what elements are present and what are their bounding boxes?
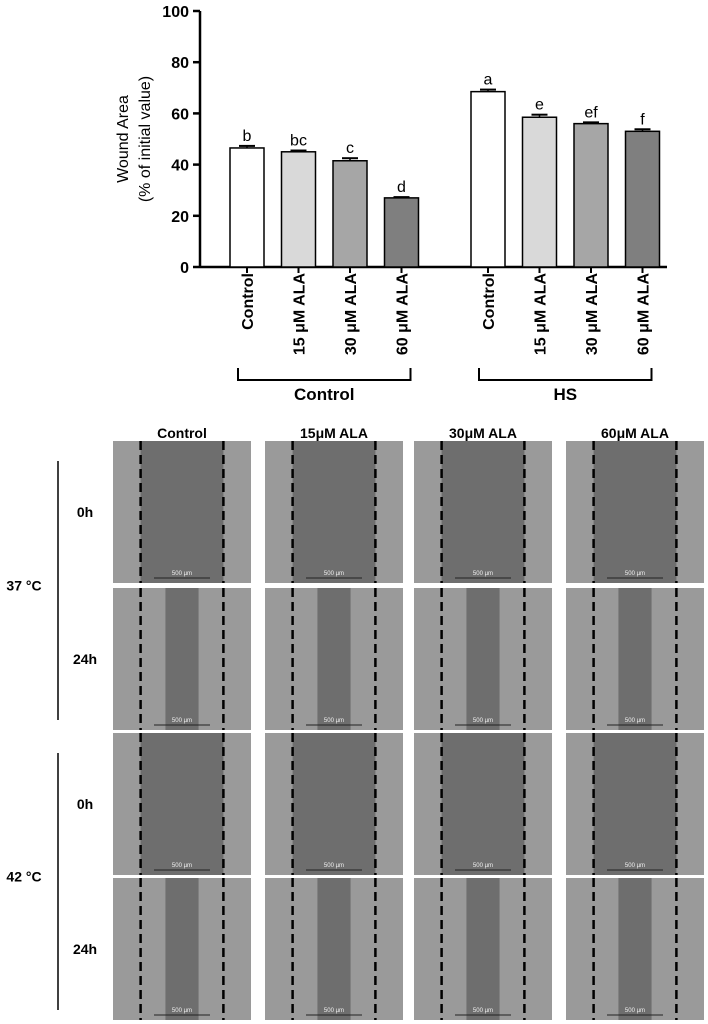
x-tick-label: 15 μM ALA <box>292 273 309 356</box>
scale-bar-label: 500 µm <box>473 863 493 869</box>
bar <box>624 130 661 268</box>
y-tick-label: 40 <box>171 158 189 175</box>
bar <box>573 122 609 268</box>
column-header: 15μM ALA <box>300 425 368 441</box>
scale-bar-label: 500 µm <box>324 1008 344 1014</box>
bar <box>383 197 420 268</box>
temperature-label: 37 °C <box>6 578 41 594</box>
significance-letter: b <box>243 128 252 145</box>
time-label: 0h <box>77 504 93 520</box>
y-tick-label: 100 <box>162 4 189 21</box>
y-axis-label: Wound Area <box>115 95 132 183</box>
micrograph-wound <box>441 441 525 583</box>
group-label: Control <box>294 385 354 404</box>
x-tick-label: 15 μM ALA <box>533 273 550 356</box>
column-header: 60μM ALA <box>601 425 669 441</box>
scale-bar-label: 500 µm <box>625 718 645 724</box>
micrograph-wound <box>593 441 677 583</box>
micrograph-wound <box>466 878 500 1020</box>
temperature-label: 42 °C <box>6 869 41 885</box>
time-label: 24h <box>73 941 97 957</box>
micrograph-wound <box>292 733 376 875</box>
y-tick-label: 60 <box>171 106 189 123</box>
time-label: 0h <box>77 796 93 812</box>
micrograph-wound <box>466 588 500 730</box>
scale-bar-label: 500 µm <box>324 718 344 724</box>
micrograph-wound <box>140 733 224 875</box>
scale-bar-label: 500 µm <box>473 1008 493 1014</box>
y-tick-label: 80 <box>171 55 189 72</box>
scale-bar-label: 500 µm <box>172 863 192 869</box>
micrograph-wound <box>441 733 525 875</box>
y-tick-label: 0 <box>180 260 189 277</box>
group-bracket <box>478 368 653 381</box>
group-label: HS <box>553 385 577 404</box>
scale-bar-label: 500 µm <box>172 718 192 724</box>
bar <box>229 147 265 268</box>
column-header: Control <box>157 425 207 441</box>
scale-bar-label: 500 µm <box>625 1008 645 1014</box>
significance-letter: f <box>640 111 645 128</box>
micrograph-wound <box>140 441 224 583</box>
y-axis-label: (% of initial value) <box>137 76 154 202</box>
x-tick-label: 30 μM ALA <box>584 273 601 356</box>
y-tick-label: 20 <box>171 209 189 226</box>
significance-letter: a <box>484 72 493 89</box>
micrograph-wound <box>165 878 199 1020</box>
significance-letter: d <box>397 179 406 196</box>
scale-bar-label: 500 µm <box>473 718 493 724</box>
bar <box>280 151 317 268</box>
bar <box>521 116 558 268</box>
scale-bar-label: 500 µm <box>625 571 645 577</box>
bar <box>332 160 368 268</box>
scale-bar-label: 500 µm <box>324 863 344 869</box>
x-tick-label: 60 μM ALA <box>636 273 653 356</box>
x-tick-label: 30 μM ALA <box>343 273 360 356</box>
scale-bar-label: 500 µm <box>172 1008 192 1014</box>
micrograph-wound <box>618 878 652 1020</box>
significance-letter: bc <box>290 133 307 150</box>
x-tick-label: Control <box>240 273 257 330</box>
scale-bar-label: 500 µm <box>473 571 493 577</box>
micrograph-wound <box>593 733 677 875</box>
group-bracket <box>237 368 412 381</box>
micrograph-wound <box>165 588 199 730</box>
micrograph-wound <box>317 588 351 730</box>
micrograph-wound <box>317 878 351 1020</box>
x-tick-label: 60 μM ALA <box>395 273 412 356</box>
column-header: 30μM ALA <box>449 425 517 441</box>
time-label: 24h <box>73 651 97 667</box>
x-tick-label: Control <box>481 273 498 330</box>
scale-bar-label: 500 µm <box>625 863 645 869</box>
significance-letter: e <box>535 97 544 114</box>
significance-letter: ef <box>584 104 598 121</box>
micrograph-wound <box>292 441 376 583</box>
significance-letter: c <box>346 140 354 157</box>
scale-bar-label: 500 µm <box>324 571 344 577</box>
scale-bar-label: 500 µm <box>172 571 192 577</box>
bar <box>470 90 506 268</box>
micrograph-wound <box>618 588 652 730</box>
